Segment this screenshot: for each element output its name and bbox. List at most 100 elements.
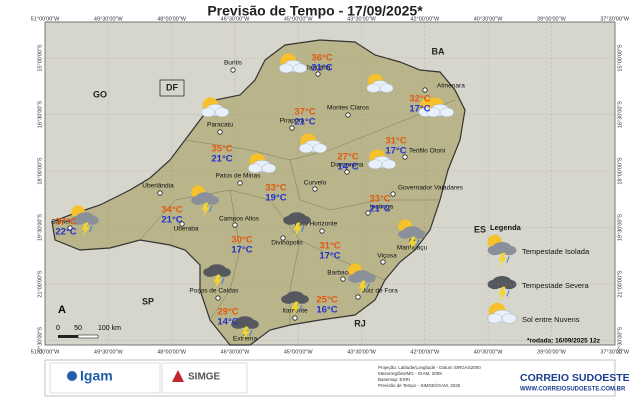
footer-info: Mesorregiões/MG - IGAM, 2009: [378, 371, 442, 376]
lat-label: 19°30'00"S: [617, 214, 623, 242]
lon-label: 45°00'00"W: [284, 16, 314, 22]
simge-logo: SIMGE: [188, 372, 221, 383]
city-label: Uberaba: [174, 226, 199, 233]
city-dot: [292, 315, 298, 321]
temp-max: 34°C: [161, 205, 182, 216]
temp-min: 19°C: [265, 193, 286, 204]
lat-label: 15°00'00"S: [617, 44, 623, 72]
lat-label: 19°30'00"S: [37, 214, 43, 242]
temp-min: 17°C: [409, 104, 430, 115]
city-dot: [345, 112, 351, 118]
north-arrow: A: [58, 304, 66, 316]
lat-label: 15°00'00"S: [37, 44, 43, 72]
city-dot: [422, 87, 428, 93]
city-dot: [67, 225, 73, 231]
weather-icon: [366, 73, 394, 93]
igam-icon: [67, 371, 77, 381]
lon-label: 42°00'00"W: [410, 349, 440, 355]
legend-label: Tempestade Severa: [522, 281, 590, 290]
lat-label: 22°30'00"S: [37, 327, 43, 355]
brand-site: WWW.CORREIOSUDOESTE.COM.BR: [520, 387, 626, 393]
cloud: [362, 273, 376, 283]
lat-label: 18°00'00"S: [37, 157, 43, 185]
lon-label: 40°30'00"W: [474, 16, 504, 22]
city-label: Paracatu: [207, 122, 233, 129]
city-label: Extrema: [233, 336, 258, 343]
lon-label: 37°30'00"W: [600, 16, 630, 22]
rain: [506, 290, 510, 297]
temp-min: 22°C: [55, 227, 76, 238]
cloud: [379, 83, 394, 93]
city-dot: [355, 294, 361, 300]
rain: [416, 239, 420, 246]
cloud: [368, 159, 383, 170]
city-dot: [402, 154, 408, 160]
bolt: [358, 280, 367, 295]
df-box: [159, 79, 185, 97]
lon-label: 42°00'00"W: [410, 16, 440, 22]
lon-label: 49°30'00"W: [94, 349, 124, 355]
cloud: [487, 279, 502, 290]
cloud: [297, 215, 311, 225]
city-dot: [315, 71, 321, 77]
cloud: [312, 143, 328, 154]
city-dot: [179, 221, 185, 227]
cloud: [502, 245, 517, 256]
city-dot: [215, 295, 221, 301]
cloud: [71, 215, 85, 225]
bolt: [498, 252, 507, 268]
state-label: SP: [142, 296, 154, 306]
footer: [44, 359, 616, 397]
lon-label: 51°00'00"W: [31, 16, 61, 22]
city-label: Belo Horizonte: [295, 221, 338, 228]
temp-max: 25°C: [316, 295, 337, 306]
cloud: [292, 63, 308, 74]
lon-label: 48°00'00"W: [157, 349, 187, 355]
temp-max: 36°C: [311, 53, 332, 64]
temp-min: 21°C: [311, 63, 332, 74]
temp-max: 29°C: [217, 307, 238, 318]
city-label: Januária: [306, 65, 331, 72]
temp-min: 21°C: [369, 204, 390, 215]
lon-label: 39°00'00"W: [537, 349, 567, 355]
footer-info: Previsão de Tempo - SIMGE/IGAM, 2025: [378, 383, 461, 388]
scale-label: 100 km: [98, 325, 121, 332]
rain: [299, 304, 303, 311]
cloud: [281, 294, 295, 304]
city-label: Juiz de Fora: [362, 288, 398, 295]
lon-label: 39°00'00"W: [537, 16, 567, 22]
logo-box: [161, 362, 248, 394]
temp-min: 21°C: [161, 215, 182, 226]
weather-icon: [191, 185, 219, 217]
city-dot: [380, 259, 386, 265]
cloud: [487, 245, 502, 256]
footer-info: Projeção: Latitude/Longitude - Datum SIR…: [378, 365, 481, 370]
weather-icon: [203, 264, 231, 289]
weather-icon: [201, 97, 230, 118]
weather-icon: [281, 291, 309, 316]
bolt: [241, 326, 250, 341]
cloud: [203, 267, 218, 277]
cloud: [214, 107, 230, 118]
temp-max: 37°C: [55, 217, 76, 228]
city-label: Barbacena: [327, 270, 359, 277]
city-label: Carneirinho: [51, 219, 85, 226]
cloud: [231, 319, 246, 329]
brand: CORREIO SUDOESTE: [520, 372, 630, 384]
legend-label: Tempestade Isolada: [522, 247, 590, 256]
lon-label: 45°00'00"W: [284, 349, 314, 355]
city-label: Viçosa: [377, 253, 397, 260]
rain: [89, 225, 93, 232]
city-label: Curvelo: [304, 180, 327, 187]
lon-label: 46°30'00"W: [221, 349, 251, 355]
state-label: GO: [93, 89, 107, 99]
lon-label: 48°00'00"W: [157, 16, 187, 22]
weather-icon: [283, 212, 311, 237]
cloud: [191, 195, 206, 205]
cloud: [487, 313, 503, 324]
igam-logo: Igam: [80, 368, 113, 384]
cloud: [398, 229, 412, 239]
city-dot: [230, 67, 236, 73]
state-label: RJ: [354, 318, 366, 328]
